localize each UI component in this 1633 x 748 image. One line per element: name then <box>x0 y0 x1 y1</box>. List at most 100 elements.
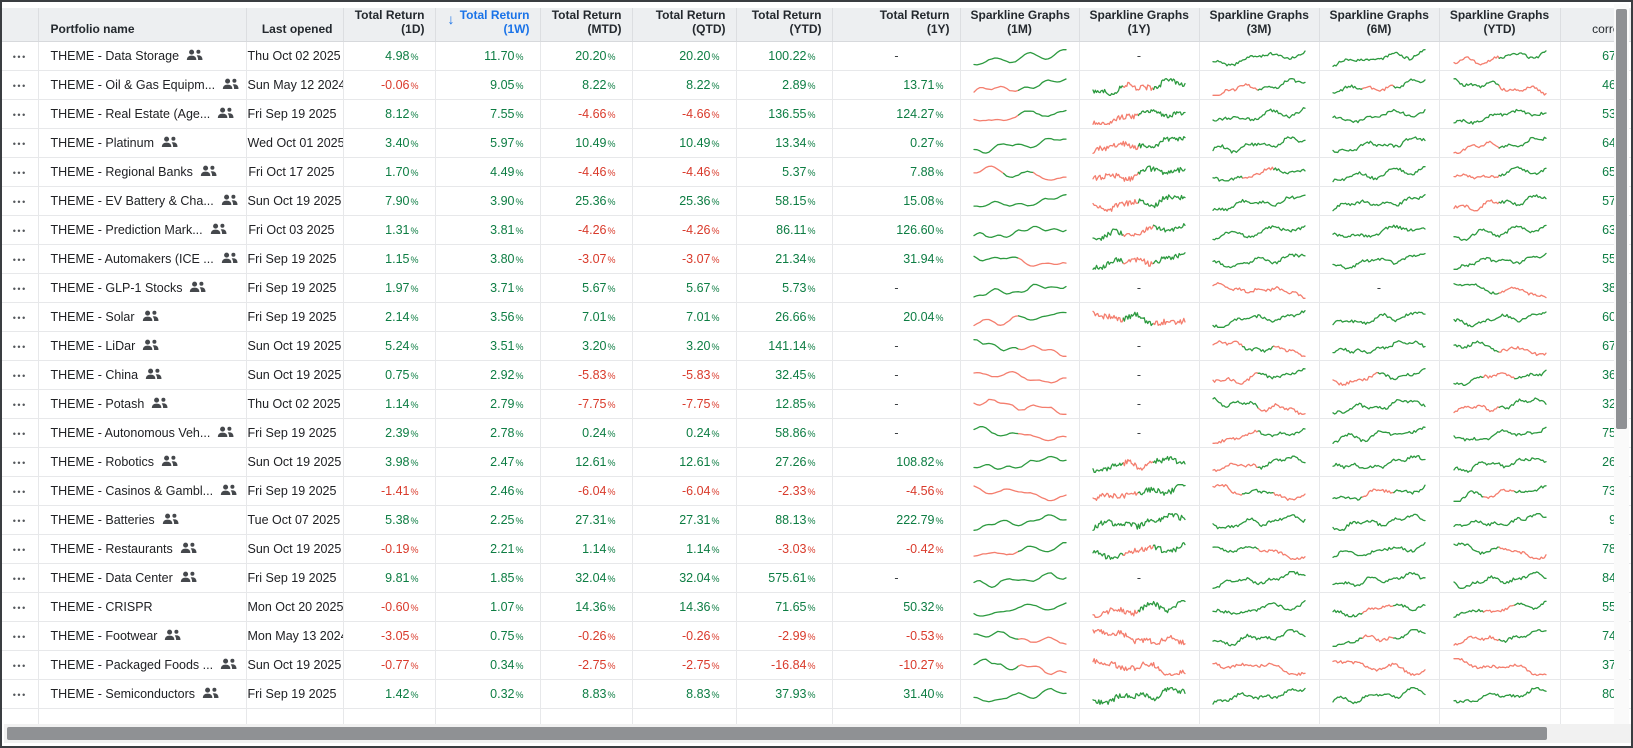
portfolio-name[interactable]: THEME - Robotics <box>50 454 155 469</box>
header-total-return-ytd[interactable]: Total Return (YTD) <box>736 8 833 42</box>
row-menu-button[interactable]: ••• <box>9 166 31 180</box>
total-return-ytd: 21.34% <box>736 244 833 274</box>
table-row: ••• THEME - Solar Fri Sep 19 2025 2.14% … <box>2 302 1631 332</box>
header-sparkline-3m[interactable]: Sparkline Graphs (3M) <box>1199 8 1320 42</box>
row-menu-button[interactable]: ••• <box>9 195 31 209</box>
header-total-return-qtd[interactable]: Total Return (QTD) <box>632 8 737 42</box>
portfolio-name[interactable]: THEME - Solar <box>50 309 135 324</box>
total-return-qtd: 8.22% <box>632 70 737 100</box>
sparkline-ytd <box>1439 215 1561 245</box>
total-return-1d: 1.70% <box>343 157 436 187</box>
row-menu-button[interactable]: ••• <box>9 543 31 557</box>
table-row: ••• THEME - LiDar Sun Oct 19 2025 5.24% … <box>2 331 1631 361</box>
row-menu-button[interactable]: ••• <box>9 398 31 412</box>
portfolio-name[interactable]: THEME - LiDar <box>50 338 136 353</box>
portfolio-name[interactable]: THEME - GLP-1 Stocks <box>50 280 183 295</box>
total-return-1d: 1.31% <box>343 215 436 245</box>
row-menu-button[interactable]: ••• <box>9 485 31 499</box>
sort-descending-icon[interactable]: ↓ <box>447 11 455 27</box>
portfolio-name[interactable]: THEME - China <box>50 367 139 382</box>
table-row: ••• THEME - Automakers (ICE ... Fri Sep … <box>2 244 1631 274</box>
row-menu-button[interactable]: ••• <box>9 572 31 586</box>
header-sparkline-ytd[interactable]: Sparkline Graphs (YTD) <box>1439 8 1561 42</box>
row-menu-button[interactable]: ••• <box>9 137 31 151</box>
row-menu-button[interactable]: ••• <box>9 79 31 93</box>
row-menu-button[interactable]: ••• <box>9 282 31 296</box>
row-menu-button[interactable]: ••• <box>9 456 31 470</box>
total-return-mtd: 12.61% <box>540 447 633 477</box>
sparkline-ytd <box>1439 679 1561 709</box>
portfolio-name[interactable]: THEME - Data Center <box>50 570 173 585</box>
portfolio-name[interactable]: THEME - Casinos & Gambl... <box>50 483 214 498</box>
portfolio-name[interactable]: THEME - Regional Banks <box>50 164 193 179</box>
row-menu-button[interactable]: ••• <box>9 427 31 441</box>
portfolio-name[interactable]: THEME - EV Battery & Cha... <box>50 193 214 208</box>
row-menu-button[interactable]: ••• <box>9 688 31 702</box>
header-last-opened[interactable]: Last opened <box>246 8 344 42</box>
people-icon <box>151 397 168 412</box>
header-total-return-mtd[interactable]: Total Return (MTD) <box>540 8 633 42</box>
portfolio-name[interactable]: THEME - Real Estate (Age... <box>50 106 211 121</box>
sparkline-1y <box>1079 215 1200 245</box>
header-total-return-1d[interactable]: Total Return (1D) <box>343 8 436 42</box>
total-return-1w: 0.34% <box>435 650 541 680</box>
header-sparkline-1m[interactable]: Sparkline Graphs (1M) <box>960 8 1080 42</box>
total-return-ytd: -2.99% <box>736 621 833 651</box>
row-menu-button[interactable]: ••• <box>9 50 31 64</box>
total-return-1d: -0.06% <box>343 70 436 100</box>
header-sparkline-6m[interactable]: Sparkline Graphs (6M) <box>1319 8 1440 42</box>
row-menu-button[interactable]: ••• <box>9 369 31 383</box>
portfolio-name[interactable]: THEME - Potash <box>50 396 145 411</box>
vertical-scrollbar-thumb[interactable] <box>1616 9 1627 429</box>
total-return-1d: 3.98% <box>343 447 436 477</box>
total-return-qtd: -4.26% <box>632 215 737 245</box>
header-sparkline-1y[interactable]: Sparkline Graphs (1Y) <box>1079 8 1200 42</box>
portfolio-name[interactable]: THEME - Platinum <box>50 135 155 150</box>
header-total-return-1y[interactable]: Total Return (1Y) <box>832 8 961 42</box>
total-return-ytd: 27.26% <box>736 447 833 477</box>
portfolio-name[interactable]: THEME - Oil & Gas Equipm... <box>50 77 216 92</box>
portfolio-name[interactable]: THEME - CRISPR <box>50 600 153 614</box>
sparkline-1m <box>960 41 1080 71</box>
portfolio-name[interactable]: THEME - Restaurants <box>50 541 173 556</box>
row-menu-button[interactable]: ••• <box>9 659 31 673</box>
portfolio-name[interactable]: THEME - Footwear <box>50 628 158 643</box>
portfolio-name[interactable]: THEME - Semiconductors <box>50 686 195 701</box>
total-return-1y: - <box>832 360 961 390</box>
header-portfolio-name[interactable]: Portfolio name <box>38 8 247 42</box>
horizontal-scrollbar-thumb[interactable] <box>7 727 1547 740</box>
total-return-ytd: 100.22% <box>736 41 833 71</box>
total-return-qtd: 5.67% <box>632 273 737 303</box>
sparkline-6m <box>1319 447 1440 477</box>
row-menu-button[interactable]: ••• <box>9 253 31 267</box>
row-menu-button[interactable]: ••• <box>9 311 31 325</box>
row-menu-button[interactable]: ••• <box>9 514 31 528</box>
sparkline-3m <box>1199 302 1320 332</box>
total-return-ytd: 12.85% <box>736 389 833 419</box>
row-menu-cell: ••• <box>2 331 39 361</box>
header-total-return-1w[interactable]: ↓ Total Return (1W) <box>435 8 541 42</box>
vertical-scrollbar[interactable] <box>1614 4 1629 724</box>
total-return-qtd: 0.24% <box>632 418 737 448</box>
row-menu-button[interactable]: ••• <box>9 224 31 238</box>
portfolio-name[interactable]: THEME - Automakers (ICE ... <box>50 251 214 266</box>
portfolio-name-cell: THEME - Regional Banks <box>38 157 247 187</box>
row-menu-button[interactable]: ••• <box>9 340 31 354</box>
portfolio-name[interactable]: THEME - Data Storage <box>50 48 180 63</box>
sparkline-ytd <box>1439 41 1561 71</box>
portfolio-name[interactable]: THEME - Prediction Mark... <box>50 222 203 237</box>
horizontal-scrollbar[interactable] <box>4 724 1631 743</box>
sparkline-3m <box>1199 534 1320 564</box>
row-menu-button[interactable]: ••• <box>9 630 31 644</box>
total-return-1w: 5.97% <box>435 128 541 158</box>
total-return-1w: 2.25% <box>435 505 541 535</box>
portfolio-name[interactable]: THEME - Batteries <box>50 512 155 527</box>
people-icon <box>142 339 159 354</box>
portfolio-name[interactable]: THEME - Autonomous Veh... <box>50 425 211 440</box>
total-return-qtd: -5.83% <box>632 360 737 390</box>
row-menu-button[interactable]: ••• <box>9 601 31 615</box>
portfolio-name[interactable]: THEME - Packaged Foods ... <box>50 657 214 672</box>
row-menu-cell: ••• <box>2 41 39 71</box>
last-opened: Fri Sep 19 2025 <box>246 476 344 506</box>
row-menu-button[interactable]: ••• <box>9 108 31 122</box>
